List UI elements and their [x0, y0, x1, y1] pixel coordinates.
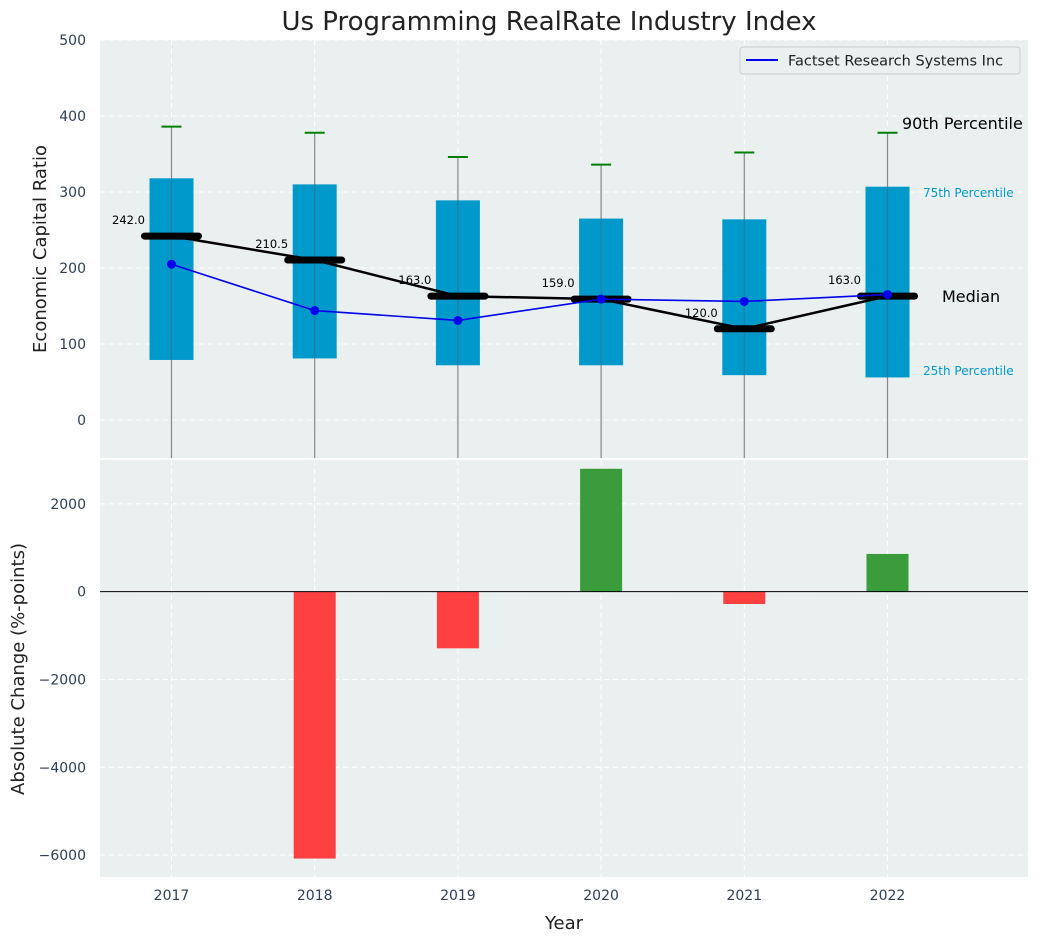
x-tick-2019: 2019 [440, 888, 476, 904]
bottom-y-tick-labels: −6000 −4000 −2000 0 2000 [39, 497, 86, 864]
bottom-y-tick: −6000 [39, 848, 86, 864]
bottom-plot-background [100, 460, 1028, 877]
change-bar-2018 [293, 591, 336, 859]
x-tick-2018: 2018 [297, 888, 333, 904]
series-line-group [167, 259, 892, 325]
series-point [596, 294, 606, 304]
top-y-axis-label: Economic Capital Ratio [30, 145, 51, 353]
median-value-label: 210.5 [255, 237, 288, 251]
median-value-label: 120.0 [685, 306, 718, 320]
legend-box [739, 46, 1021, 75]
top-y-tick: 0 [77, 413, 86, 429]
annotation-25th-percentile: 25th Percentile [923, 364, 1014, 378]
chart-title: Us Programming RealRate Industry Index [281, 7, 816, 37]
bottom-y-tick: −2000 [39, 672, 86, 688]
top-y-tick: 100 [59, 337, 86, 353]
median-value-label: 163.0 [828, 273, 861, 287]
x-tick-2020: 2020 [583, 888, 619, 904]
series-point [739, 296, 749, 306]
bottom-y-tick: 2000 [50, 497, 86, 513]
bottom-y-axis-label: Absolute Change (%-points) [8, 543, 29, 795]
series-point [453, 315, 463, 325]
x-tick-2021: 2021 [726, 888, 762, 904]
bottom-y-tick: −4000 [39, 760, 86, 776]
top-y-tick-labels: 0 100 200 300 400 500 [59, 33, 86, 429]
series-point [310, 306, 320, 316]
box-2020 [579, 163, 624, 458]
legend-entry-label: Factset Research Systems Inc [788, 54, 1003, 70]
legend: Factset Research Systems Inc [739, 46, 1021, 75]
x-axis-label: Year [544, 913, 584, 934]
series-line [171, 263, 888, 322]
x-tick-labels: 2017 2018 2019 2020 2021 2022 [154, 888, 906, 904]
top-y-tick: 300 [59, 185, 86, 201]
change-bar-2020 [580, 468, 623, 592]
change-bar-2019 [436, 591, 479, 649]
median-value-label: 163.0 [398, 273, 431, 287]
median-value-label: 159.0 [542, 276, 575, 290]
x-tick-2022: 2022 [870, 888, 906, 904]
change-bar-2021 [723, 591, 766, 604]
top-y-tick: 500 [59, 33, 86, 49]
box-2022 [865, 131, 910, 458]
median-value-labels: 242.0 210.5 163.0 159.0 120.0 163.0 [112, 213, 861, 320]
annotation-90th-percentile: 90th Percentile [902, 114, 1023, 133]
top-y-tick: 400 [59, 109, 86, 125]
series-point [883, 290, 892, 300]
series-point [167, 259, 176, 269]
bottom-y-tick: 0 [77, 585, 86, 601]
median-connector-line [171, 234, 888, 331]
annotation-75th-percentile: 75th Percentile [923, 186, 1014, 200]
change-bars [293, 468, 909, 859]
top-y-tick: 200 [59, 261, 86, 277]
annotation-median: Median [942, 287, 1000, 306]
box-2018 [292, 131, 337, 458]
box-2019 [435, 156, 480, 458]
x-tick-2017: 2017 [154, 888, 190, 904]
median-value-label: 242.0 [112, 213, 145, 227]
change-bar-2022 [866, 553, 909, 592]
